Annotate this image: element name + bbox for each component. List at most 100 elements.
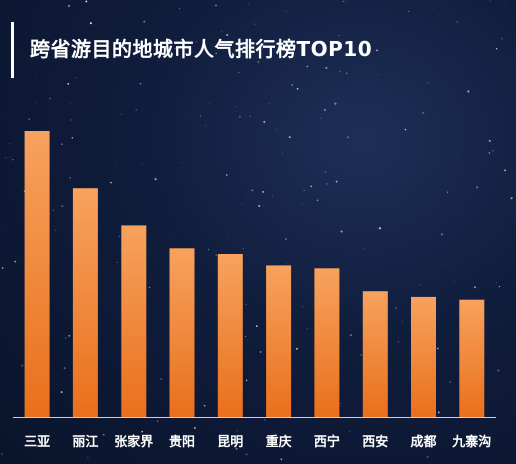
star <box>349 334 352 337</box>
star <box>331 435 333 437</box>
x-tick-label: 贵阳 <box>169 434 195 450</box>
star <box>303 190 305 192</box>
star <box>64 337 67 339</box>
star <box>160 378 162 380</box>
star <box>402 321 403 322</box>
star <box>498 285 501 288</box>
star <box>257 61 260 63</box>
star <box>36 74 37 76</box>
bar-3 <box>121 225 147 417</box>
star <box>248 3 250 5</box>
star <box>397 340 400 343</box>
star <box>195 41 197 43</box>
star <box>301 306 304 308</box>
star <box>203 404 206 407</box>
star <box>335 180 338 183</box>
star <box>376 49 378 52</box>
star <box>245 335 246 337</box>
star <box>263 120 266 123</box>
star <box>395 307 397 309</box>
star <box>170 12 171 14</box>
star <box>268 103 270 104</box>
star <box>208 103 210 105</box>
star <box>340 230 343 233</box>
star <box>68 5 70 7</box>
star <box>255 325 258 328</box>
star <box>61 205 64 208</box>
star <box>85 0 88 3</box>
x-tick-label: 昆明 <box>217 434 243 450</box>
star <box>207 249 209 251</box>
star <box>272 195 273 196</box>
star <box>239 115 241 118</box>
star <box>245 453 248 456</box>
star <box>60 87 62 89</box>
star <box>262 190 265 193</box>
star <box>454 59 455 61</box>
star <box>69 176 72 179</box>
star <box>48 97 51 100</box>
star <box>504 2 506 3</box>
x-tick-label: 九寨沟 <box>451 434 491 450</box>
star <box>181 162 182 163</box>
star <box>377 73 379 75</box>
star <box>457 439 459 441</box>
star <box>285 238 287 241</box>
star <box>142 163 143 165</box>
star <box>346 136 349 139</box>
star <box>127 223 129 225</box>
star <box>321 39 323 41</box>
star <box>473 286 476 289</box>
star <box>36 102 38 104</box>
star <box>285 10 287 12</box>
star <box>61 143 63 145</box>
star <box>236 106 238 108</box>
star <box>123 439 125 441</box>
x-tick-labels: 三亚 丽江 张家界 贵阳 昆明 重庆 西宁 西安 成都 九寨沟 <box>24 434 491 450</box>
star <box>120 113 122 115</box>
star <box>103 434 105 436</box>
star <box>194 427 196 429</box>
star <box>215 52 217 55</box>
star <box>251 189 253 191</box>
star <box>228 234 229 236</box>
chart-title: 跨省游目的地城市人气排行榜TOP10 <box>30 37 373 61</box>
title-accent-bar <box>11 22 14 78</box>
star <box>467 90 470 93</box>
star <box>76 77 78 79</box>
star <box>324 171 326 173</box>
star <box>12 158 14 161</box>
star <box>116 261 118 264</box>
star <box>241 203 243 206</box>
star <box>340 403 342 404</box>
x-tick-label: 重庆 <box>266 434 292 450</box>
star <box>310 185 312 188</box>
star <box>89 22 92 25</box>
star <box>139 445 141 447</box>
bar-8 <box>362 291 388 417</box>
star <box>456 21 459 23</box>
star <box>38 50 40 52</box>
star <box>295 347 298 350</box>
star <box>5 157 7 159</box>
star <box>302 204 303 205</box>
star <box>110 181 112 184</box>
star <box>457 159 459 161</box>
star <box>226 174 228 176</box>
star <box>139 82 142 85</box>
star <box>21 364 24 367</box>
star <box>185 115 187 117</box>
star <box>437 411 440 414</box>
star <box>143 20 146 23</box>
star <box>236 429 238 432</box>
star <box>168 236 170 238</box>
star <box>63 367 66 370</box>
star <box>314 178 316 179</box>
star <box>288 136 291 139</box>
star <box>281 152 283 154</box>
star <box>41 66 43 68</box>
star <box>363 248 364 250</box>
star <box>245 379 248 382</box>
star <box>497 369 500 372</box>
x-tick-label: 三亚 <box>24 435 50 450</box>
